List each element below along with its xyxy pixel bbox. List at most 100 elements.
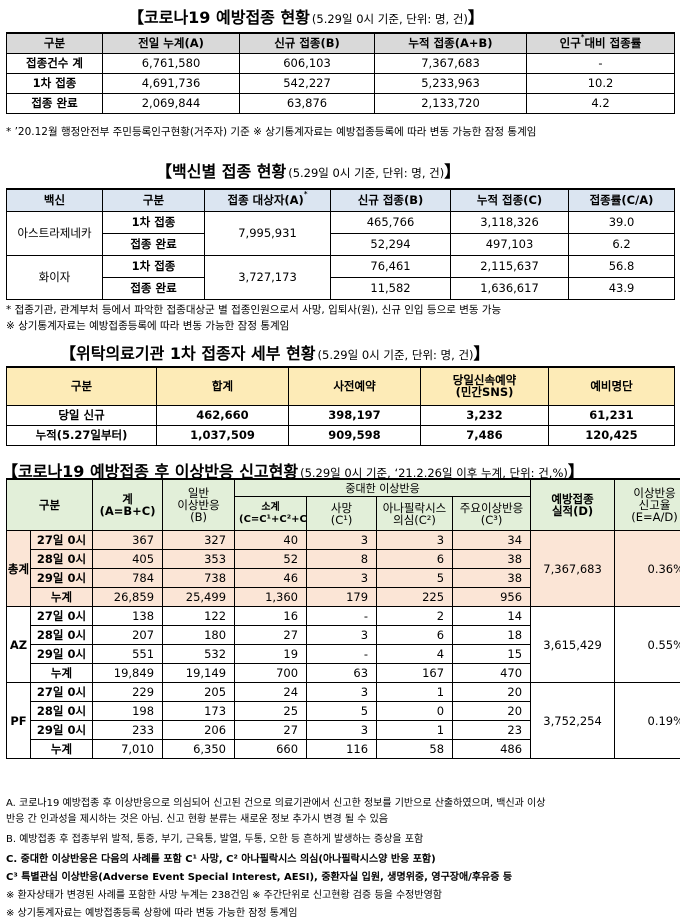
row-label: 29일 0시 [29,568,94,588]
row-label: 27일 0시 [29,530,94,550]
row-label: 27일 0시 [29,682,94,702]
value-cell: 3 [306,625,378,645]
value-cell: 63 [306,663,378,683]
table-row: 28일 0시 198 173 25 5 0 20 [7,701,680,721]
vaccine-by-type-table: 백신 구분 접종 대상자(A)* 신규 접종(B) 누적 접종(C) 접종률(C… [6,188,675,300]
row-label: 28일 0시 [29,625,94,645]
value-cell: 14 [452,606,532,626]
row-label: 29일 0시 [29,720,94,740]
row-label: 28일 0시 [29,549,94,569]
s4-note-a1: A. 코로나19 예방접종 후 이상반응으로 의심되어 신고된 건으로 의료기관… [6,798,546,809]
section1-subtitle: (5.29일 0시 기준, 단위: 명, 건) [311,12,468,26]
s1-header-new: 신규 접종(B) [239,32,375,54]
value-cell: 34 [452,530,532,550]
value-cell: 25 [234,701,308,721]
vaccination-count: 3,615,429 [530,606,616,683]
s1-header-gubun: 구분 [6,32,103,54]
value-cell: 5 [306,701,378,721]
section1-title-main: 코로나19 예방접종 현황 [144,8,310,27]
value-cell: - [306,606,378,626]
table-row: 접종 완료 2,069,844 63,876 2,133,720 4.2 [6,92,675,114]
s4-note-c3: C³ 특별관심 이상반응(Adverse Event Special Inter… [6,872,513,883]
vaccination-status-table: 구분 전일 누계(A) 신규 접종(B) 누적 접종(A+B) 인구*대비 접종… [6,32,675,114]
value-cell: 738 [162,568,236,588]
value-cell: 3 [306,720,378,740]
section2-title: 【백신별 접종 현황 (5.29일 0시 기준, 단위: 명, 건)】 [156,162,461,181]
value-cell: 2 [376,606,454,626]
value-cell: 3 [306,530,378,550]
value-cell: 20 [452,701,532,721]
value-cell: 38 [452,568,532,588]
value-cell: 180 [162,625,236,645]
value-cell: 207 [92,625,164,645]
group-label: AZ [6,606,31,683]
value-cell: 19,149 [162,663,236,683]
section1-title: 【코로나19 예방접종 현황 (5.29일 0시 기준, 단위: 명, 건)】 [128,4,484,28]
value-cell: 25,499 [162,587,236,607]
value-cell: 6 [376,625,454,645]
value-cell: 206 [162,720,236,740]
table-row: 접종 완료 52,294 497,103 6.2 [7,232,675,256]
table-row: 누적(5.27일부터) 1,037,509 909,598 7,486 120,… [6,424,675,446]
value-cell: 167 [376,663,454,683]
s1-header-cum: 누적 접종(A+B) [374,32,527,54]
table-row: 접종건수 계 6,761,580 606,103 7,367,683 - [6,52,675,74]
table-row: 1차 접종 4,691,736 542,227 5,233,963 10.2 [6,72,675,94]
value-cell: 405 [92,549,164,569]
table-row: 누계 19,849 19,149 700 63 167 470 [7,663,680,683]
value-cell: 8 [306,549,378,569]
value-cell: 486 [452,739,532,759]
value-cell: 660 [234,739,308,759]
value-cell: 122 [162,606,236,626]
value-cell: - [306,644,378,664]
vaccination-count: 7,367,683 [530,530,616,607]
value-cell: 956 [452,587,532,607]
adverse-reaction-table: 구분 계 (A=B+C) 일반 이상반응 (B) 중대한 이상반응 예방접종 실적(D)… [5,478,680,759]
value-cell: 24 [234,682,308,702]
value-cell: 58 [376,739,454,759]
value-cell: 20 [452,682,532,702]
s4-note-provisional: ※ 상기통계자료는 예방접종등록 상황에 따라 변동 가능한 잠정 통계임 [6,908,298,919]
value-cell: 18 [452,625,532,645]
value-cell: 3 [306,682,378,702]
value-cell: 179 [306,587,378,607]
table-row: 접종 완료 11,582 1,636,617 43.9 [7,276,675,300]
value-cell: 470 [452,663,532,683]
table-row: 29일 0시 551 532 19-4 15 [7,644,680,664]
s1-header-rate: 인구*대비 접종률 [526,32,675,54]
value-cell: 16 [234,606,308,626]
value-cell: 27 [234,625,308,645]
value-cell: 551 [92,644,164,664]
value-cell: 6 [376,549,454,569]
row-label: 29일 0시 [29,644,94,664]
value-cell: 138 [92,606,164,626]
value-cell: 5 [376,568,454,588]
value-cell: 19,849 [92,663,164,683]
value-cell: 3 [306,568,378,588]
value-cell: 46 [234,568,308,588]
row-label: 누계 [29,663,94,683]
value-cell: 784 [92,568,164,588]
value-cell: 26,859 [92,587,164,607]
value-cell: 367 [92,530,164,550]
s4-note-b: B. 예방접종 후 접종부위 발적, 통증, 부기, 근육통, 발열, 두통, … [6,834,424,845]
section2-note1: * 접종기관, 관계부처 등에서 파악한 접종대상군 별 접종인원으로서 사망,… [6,304,502,316]
table-row: 화이자 1차 접종 3,727,173 76,461 2,115,637 56.… [6,254,675,300]
value-cell: 1,360 [234,587,308,607]
value-cell: 116 [306,739,378,759]
row-label: 누계 [29,739,94,759]
s4-note-a2: 반응 간 인과성을 제시하는 것은 아님. 신고 현황 분류는 새로운 정보 추… [6,814,389,825]
value-cell: 233 [92,720,164,740]
report-rate: 0.36% [614,530,680,607]
row-label: 누계 [29,587,94,607]
value-cell: 3 [376,530,454,550]
section3-title: 【위탁의료기관 1차 접종자 세부 현황 (5.29일 0시 기준, 단위: 명,… [60,344,490,363]
value-cell: 1 [376,682,454,702]
value-cell: 205 [162,682,236,702]
table-row: 누계 7,010 6,350 660 116 58 486 [7,739,680,759]
value-cell: 225 [376,587,454,607]
value-cell: 23 [452,720,532,740]
